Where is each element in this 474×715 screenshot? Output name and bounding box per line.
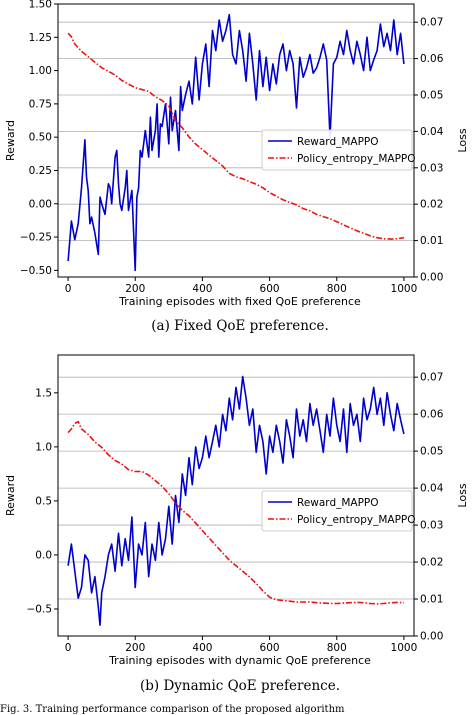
y-right-tick-label: 0.04 <box>420 126 444 138</box>
x-tick-label: 600 <box>260 283 280 295</box>
y-tick-label: 0.25 <box>29 165 52 177</box>
legend-label: Policy_entropy_MAPPO <box>297 153 416 165</box>
y-tick-label: 0.75 <box>29 98 52 110</box>
y-tick-label: 1.0 <box>35 441 52 453</box>
y-right-tick-label: 0.06 <box>420 53 444 65</box>
y-tick-label: 0.0 <box>35 549 52 561</box>
y-right-tick-label: 0.07 <box>420 372 443 384</box>
x-tick-label: 800 <box>327 642 347 654</box>
chart-caption: (b) Dynamic QoE preference. <box>140 678 340 694</box>
y-right-axis-label: Loss <box>456 128 469 152</box>
legend-label: Reward_MAPPO <box>297 136 379 148</box>
legend-label: Reward_MAPPO <box>297 497 379 509</box>
y-axis-label: Reward <box>4 475 17 516</box>
x-axis-label: Training episodes with fixed QoE prefere… <box>118 295 361 308</box>
chart-dynamic-qoe: 0 200 400 600 800 1000 −0.5 0.0 0.5 1.0 1.5 0.00 0.0… <box>4 354 469 694</box>
y-axis-label: Reward <box>4 120 17 161</box>
y-right-tick-label: 0.00 <box>420 631 443 643</box>
y-tick-label: 1.25 <box>29 32 52 44</box>
y-right-tick-label: 0.05 <box>420 446 443 458</box>
x-tick-label: 0 <box>65 283 72 295</box>
y-tick-label: −0.50 <box>20 265 52 277</box>
y-tick-label: 1.5 <box>35 387 52 399</box>
x-tick-label: 600 <box>260 642 280 654</box>
series-line-reward <box>67 375 405 627</box>
series-line-policy-entropy <box>67 32 405 240</box>
x-tick-label: 800 <box>327 283 347 295</box>
y-tick-label: 1.00 <box>29 65 52 77</box>
y-right-tick-label: 0.01 <box>420 594 443 606</box>
y-tick-label: −0.5 <box>27 603 53 615</box>
legend-label: Policy_entropy_MAPPO <box>297 514 416 526</box>
x-tick-label: 200 <box>125 642 145 654</box>
series-line-policy-entropy <box>67 420 404 605</box>
chart-fixed-qoe: 0 200 400 600 800 1000 −0.50 −0.25 0.00 0.25 0.50 0… <box>4 0 469 334</box>
legend-box <box>261 490 413 532</box>
plot-frame <box>57 3 415 278</box>
y-right-tick-label: 0.01 <box>420 235 443 247</box>
y-tick-label: 1.50 <box>29 0 52 11</box>
y-tick-label: 0.5 <box>35 495 52 507</box>
y-right-tick-label: 0.03 <box>420 162 443 174</box>
x-tick-label: 1000 <box>391 283 418 295</box>
y-tick-label: −0.25 <box>20 232 52 244</box>
x-tick-label: 400 <box>192 283 212 295</box>
series-line-reward <box>67 13 405 272</box>
x-tick-label: 1000 <box>391 642 418 654</box>
y-right-tick-label: 0.02 <box>420 199 443 211</box>
figure-footer-caption: Fig. 3. Training performance comparison … <box>0 704 345 715</box>
x-tick-label: 200 <box>125 283 145 295</box>
plot-frame <box>57 354 415 637</box>
y-right-tick-label: 0.00 <box>420 272 443 284</box>
y-right-tick-label: 0.07 <box>420 17 443 29</box>
x-tick-label: 0 <box>65 642 72 654</box>
y-right-tick-label: 0.04 <box>420 483 444 495</box>
y-right-tick-label: 0.05 <box>420 90 443 102</box>
chart-caption: (a) Fixed QoE preference. <box>151 318 328 334</box>
y-right-axis-label: Loss <box>456 483 469 507</box>
x-tick-label: 400 <box>192 642 212 654</box>
y-tick-label: 0.50 <box>29 132 52 144</box>
y-tick-label: 0.00 <box>29 198 52 210</box>
legend-box <box>261 129 413 171</box>
y-right-tick-label: 0.03 <box>420 520 443 532</box>
y-right-tick-label: 0.06 <box>420 409 444 421</box>
x-axis-label: Training episodes with dynamic QoE prefe… <box>108 654 371 667</box>
y-right-tick-label: 0.02 <box>420 557 443 569</box>
